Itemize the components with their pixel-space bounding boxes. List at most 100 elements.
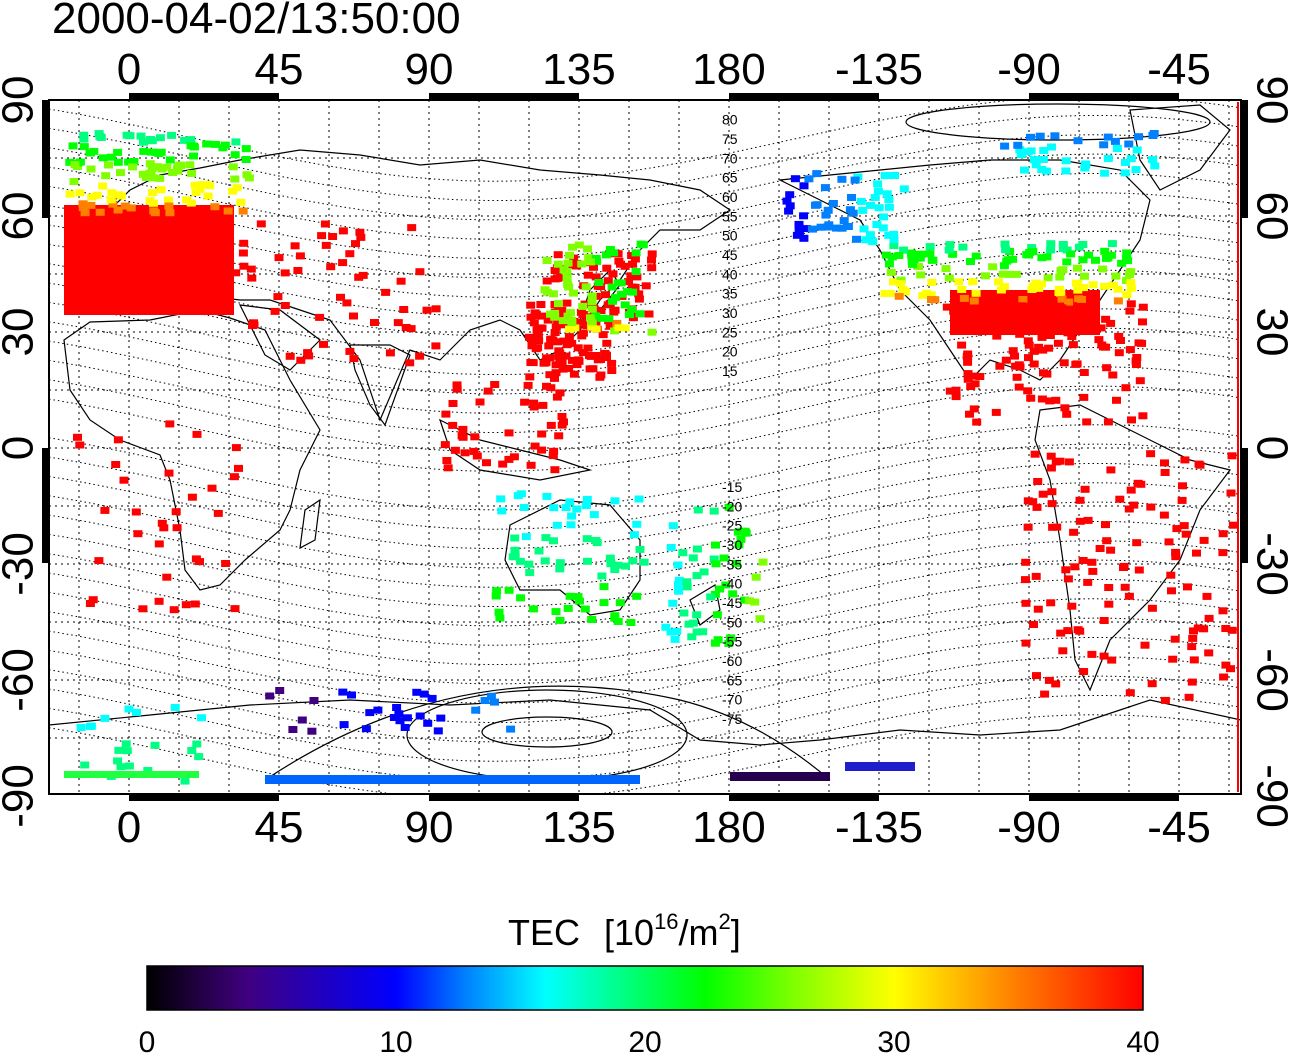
tec-pixel — [751, 573, 761, 581]
tec-pixel — [189, 143, 199, 151]
tec-pixel — [202, 140, 212, 148]
tec-pixel — [899, 185, 909, 193]
tec-pixel — [724, 639, 734, 647]
tec-pixel — [440, 441, 450, 449]
tec-pixel — [1178, 482, 1187, 490]
tec-pixel — [111, 461, 121, 468]
tec-pixel — [579, 349, 589, 357]
tec-pixel — [92, 191, 102, 199]
tec-pixel — [672, 628, 682, 635]
tec-pixel — [1140, 641, 1150, 649]
tec-pixel — [584, 254, 594, 262]
tec-pixel — [563, 259, 573, 267]
tec-pixel — [256, 220, 266, 228]
lon-tick-top: 90 — [405, 45, 454, 94]
tec-pixel — [605, 554, 615, 562]
tec-pixel — [674, 587, 684, 595]
tec-pixel — [450, 446, 460, 454]
tec-pixel — [482, 459, 491, 467]
tec-pixel — [349, 312, 358, 320]
tec-pixel — [879, 213, 889, 221]
tec-pixel — [615, 599, 625, 607]
tec-pixel — [831, 224, 841, 232]
tec-pixel — [154, 540, 164, 548]
tec-pixel — [1080, 164, 1090, 172]
tec-pixel — [510, 553, 520, 560]
tec-pixel — [563, 280, 573, 288]
tec-pixel — [1055, 273, 1065, 281]
tec-pixel — [812, 201, 822, 209]
tec-pixel — [1074, 295, 1084, 303]
tec-pixel — [804, 175, 814, 183]
tec-pixel — [452, 381, 462, 389]
tec-pixel — [525, 569, 535, 577]
tec-pixel — [190, 600, 200, 608]
tec-pixel — [1126, 284, 1136, 292]
tec-pixel — [1000, 240, 1010, 248]
tec-pixel — [1199, 625, 1209, 633]
tec-pixel — [816, 223, 826, 231]
mlat-contour — [49, 637, 1241, 723]
tec-pixel — [1121, 384, 1131, 392]
tec-pixel — [994, 278, 1003, 286]
lon-tick-bottom: -90 — [997, 803, 1061, 852]
tec-pixel — [470, 433, 480, 441]
tec-pixel — [509, 453, 519, 461]
tec-pixel — [249, 319, 258, 327]
colorbar-title: TEC [1016/m2] — [508, 909, 741, 953]
tec-pixel — [524, 560, 534, 568]
tec-pixel — [88, 596, 98, 604]
tec-pixel — [1040, 690, 1050, 698]
tec-pixel — [1172, 525, 1182, 533]
lon-tick-bottom: 0 — [117, 803, 141, 852]
tec-pixel — [968, 325, 978, 333]
mlat-label: -55 — [722, 634, 742, 650]
mlat-contour — [49, 385, 1241, 472]
tec-pixel — [537, 446, 547, 454]
tec-pixel — [526, 461, 536, 469]
tec-pixel — [678, 549, 688, 557]
tec-pixel — [550, 275, 560, 283]
tec-pixel — [1120, 169, 1130, 177]
tec-pixel — [585, 365, 595, 373]
tec-pixel — [1181, 530, 1191, 538]
tec-pixel — [1099, 141, 1109, 149]
colorbar-tick-label: 10 — [379, 1026, 412, 1057]
tec-pixel — [1022, 308, 1032, 316]
tec-pixel — [1125, 307, 1135, 315]
tec-pixel — [605, 246, 615, 253]
tec-pixel — [927, 256, 937, 264]
tec-pixel — [880, 172, 890, 180]
tec-pixel — [577, 318, 587, 326]
colorbar-tick-label: 0 — [139, 1026, 156, 1057]
tec-pixel — [610, 614, 620, 622]
tec-pixel — [668, 599, 678, 607]
tec-pixel — [143, 767, 153, 774]
tec-pixel — [1023, 523, 1033, 531]
tec-pixel — [687, 633, 697, 641]
tec-pixel — [541, 359, 551, 367]
tec-pixel — [538, 401, 548, 409]
tec-pixel — [583, 271, 593, 279]
tec-pixel — [104, 161, 113, 169]
tec-pixel — [828, 200, 838, 207]
tec-pixel — [587, 305, 597, 313]
tec-pixel — [195, 558, 204, 566]
tec-pixel — [583, 344, 593, 352]
tec-pixel — [1047, 488, 1057, 496]
tec-pixel — [630, 283, 640, 291]
tec-pixel — [190, 181, 200, 189]
tec-pixel — [583, 557, 592, 565]
tec-pixel — [971, 289, 981, 297]
tec-pixel — [1088, 281, 1098, 289]
tec-pixel — [89, 147, 99, 155]
tec-pixel — [552, 338, 562, 346]
tec-pixel — [635, 310, 645, 318]
tec-pixel — [128, 163, 137, 171]
tec-pixel — [698, 628, 708, 636]
tec-pixel — [415, 712, 425, 720]
tec-pixel — [529, 605, 538, 613]
tec-pixel — [546, 421, 556, 429]
tec-pixel — [1160, 469, 1170, 476]
tec-pixel — [628, 260, 637, 268]
